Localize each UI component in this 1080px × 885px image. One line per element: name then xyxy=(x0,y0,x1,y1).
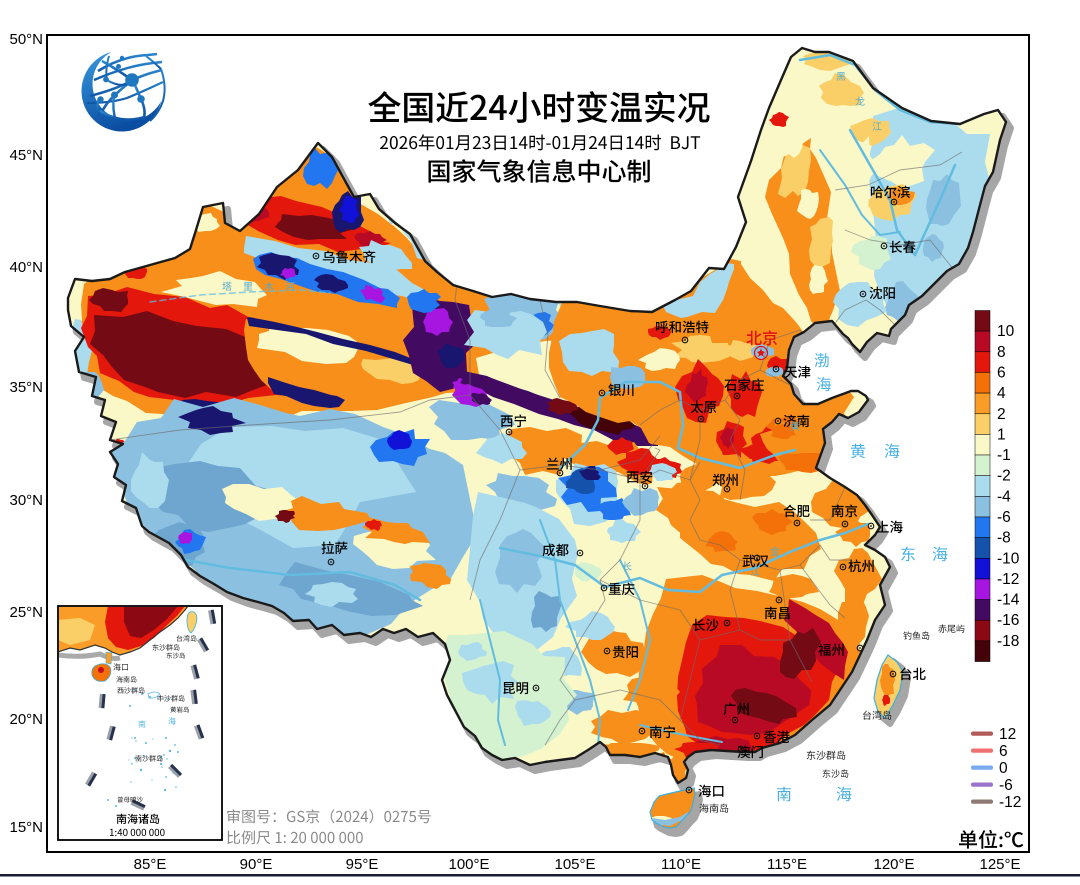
svg-text:50°N: 50°N xyxy=(9,31,43,48)
svg-text:125°E: 125°E xyxy=(979,856,1020,873)
svg-text:100°E: 100°E xyxy=(448,856,489,873)
svg-text:-6: -6 xyxy=(997,509,1011,526)
svg-text:4: 4 xyxy=(997,385,1006,402)
svg-text:25°N: 25°N xyxy=(9,604,43,621)
svg-text:105°E: 105°E xyxy=(554,856,595,873)
svg-text:90°E: 90°E xyxy=(240,856,273,873)
svg-text:-6: -6 xyxy=(999,777,1013,794)
svg-text:-16: -16 xyxy=(997,612,1019,629)
svg-text:8: 8 xyxy=(997,344,1006,361)
svg-text:85°E: 85°E xyxy=(134,856,167,873)
svg-text:35°N: 35°N xyxy=(9,379,43,396)
svg-text:2: 2 xyxy=(997,406,1006,423)
svg-text:-18: -18 xyxy=(997,633,1019,650)
svg-text:45°N: 45°N xyxy=(9,147,43,164)
svg-text:0: 0 xyxy=(999,760,1008,777)
svg-text:15°N: 15°N xyxy=(9,819,43,836)
svg-text:-10: -10 xyxy=(997,550,1020,567)
svg-text:-12: -12 xyxy=(997,571,1019,588)
svg-text:20°N: 20°N xyxy=(9,711,43,728)
svg-text:-8: -8 xyxy=(997,530,1011,547)
svg-text:-2: -2 xyxy=(997,468,1011,485)
svg-text:1: 1 xyxy=(997,426,1006,443)
svg-text:-12: -12 xyxy=(999,794,1021,811)
svg-text:110°E: 110°E xyxy=(661,856,701,873)
svg-text:120°E: 120°E xyxy=(873,856,914,873)
svg-text:-4: -4 xyxy=(997,488,1011,505)
svg-text:95°E: 95°E xyxy=(346,856,379,873)
svg-text:-14: -14 xyxy=(997,592,1020,609)
svg-text:6: 6 xyxy=(999,743,1008,760)
svg-text:6: 6 xyxy=(997,364,1006,381)
svg-text:40°N: 40°N xyxy=(9,259,43,276)
svg-text:-1: -1 xyxy=(997,447,1011,464)
svg-text:12: 12 xyxy=(999,726,1016,743)
svg-text:115°E: 115°E xyxy=(767,856,807,873)
svg-text:30°N: 30°N xyxy=(9,492,43,509)
svg-text:10: 10 xyxy=(997,323,1015,340)
